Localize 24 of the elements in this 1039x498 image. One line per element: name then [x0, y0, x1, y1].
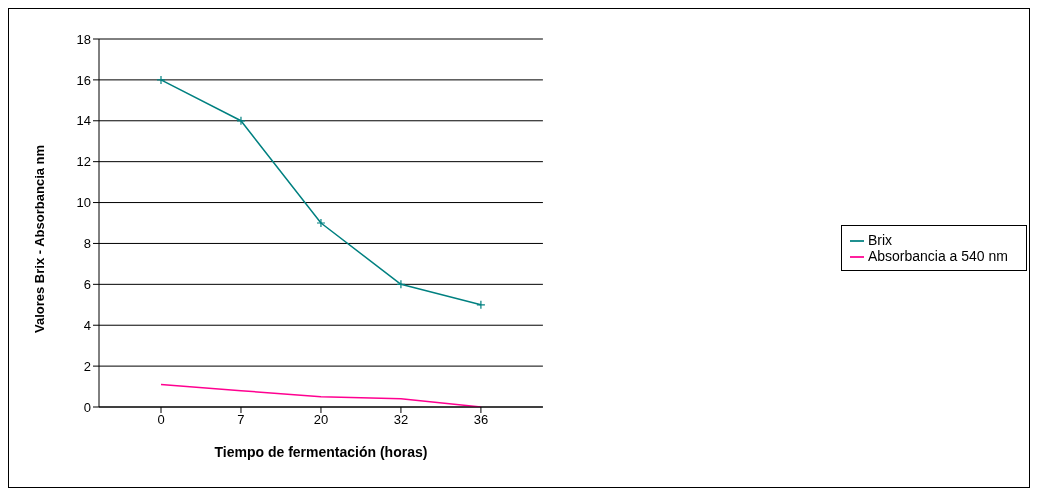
y-tick-label: 4	[83, 317, 91, 333]
x-axis-title: Tiempo de fermentación (horas)	[214, 444, 428, 460]
x-tick-label: 32	[393, 412, 409, 428]
y-tick-label: 16	[76, 72, 91, 88]
point	[396, 279, 406, 289]
legend-label: Brix	[867, 231, 893, 248]
point	[236, 116, 246, 126]
y-tick-label: 18	[76, 31, 91, 47]
y-axis-title: Valores Brix - Absorbancia nm	[31, 144, 47, 333]
x-tick-label: 0	[157, 412, 165, 428]
x-tick-label: 36	[473, 412, 489, 428]
y-tick-label: 12	[76, 154, 91, 170]
y-tick-label: 8	[83, 236, 91, 252]
point	[156, 75, 166, 85]
y-tick-label: 6	[83, 276, 91, 292]
y-tick-label: 10	[76, 195, 91, 211]
legend-label: Absorbancia a 540 nm	[867, 248, 1008, 264]
y-tick-label: 14	[76, 113, 91, 129]
point	[476, 300, 486, 310]
y-tick-label: 2	[83, 358, 91, 374]
x-tick-label: 7	[237, 412, 245, 428]
y-tick-label: 0	[83, 399, 91, 415]
point	[316, 218, 326, 228]
x-tick-label: 20	[313, 412, 329, 428]
